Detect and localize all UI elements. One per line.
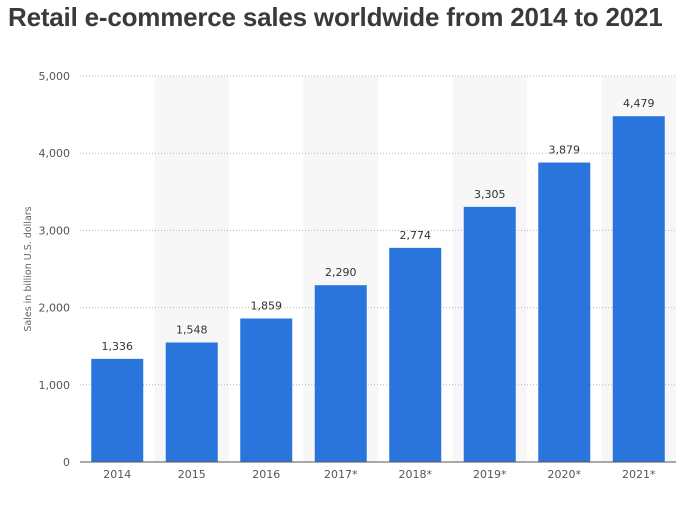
x-tick-label: 2020* bbox=[548, 468, 582, 481]
y-tick-label: 5,000 bbox=[39, 70, 71, 83]
bar bbox=[463, 206, 516, 462]
bar bbox=[314, 285, 367, 462]
bar bbox=[389, 247, 442, 462]
value-label: 1,859 bbox=[251, 299, 283, 312]
value-label: 1,336 bbox=[102, 340, 134, 353]
x-tick-label: 2016 bbox=[252, 468, 280, 481]
x-tick-label: 2015 bbox=[178, 468, 206, 481]
value-label: 3,879 bbox=[549, 144, 581, 157]
x-tick-label: 2021* bbox=[622, 468, 656, 481]
bars bbox=[91, 116, 665, 463]
value-label: 3,305 bbox=[474, 188, 506, 201]
bar bbox=[612, 116, 665, 463]
y-tick-label: 0 bbox=[63, 456, 70, 469]
x-axis-ticks: 2014 2015 2016 2017* 2018* 2019* 2020* 2021* bbox=[103, 468, 656, 481]
bar bbox=[91, 358, 144, 462]
x-tick-label: 2014 bbox=[103, 468, 131, 481]
y-axis-label: Sales in billion U.S. dollars bbox=[23, 206, 34, 331]
x-tick-label: 2017* bbox=[324, 468, 358, 481]
y-tick-label: 2,000 bbox=[39, 302, 71, 315]
value-label: 1,548 bbox=[176, 323, 208, 336]
value-label: 4,479 bbox=[623, 97, 655, 110]
y-tick-label: 1,000 bbox=[39, 379, 71, 392]
value-label: 2,774 bbox=[400, 229, 432, 242]
value-labels: 1,336 1,548 1,859 2,290 2,774 3,305 3,879 4,479 bbox=[102, 97, 655, 353]
bar bbox=[538, 162, 591, 462]
bar bbox=[165, 342, 218, 462]
x-tick-label: 2018* bbox=[399, 468, 433, 481]
y-axis-ticks: 0 1,000 2,000 3,000 4,000 5,000 bbox=[39, 70, 71, 469]
value-label: 2,290 bbox=[325, 266, 357, 279]
bar bbox=[240, 318, 293, 462]
x-tick-label: 2019* bbox=[473, 468, 507, 481]
y-tick-label: 3,000 bbox=[39, 224, 71, 237]
chart-title: Retail e-commerce sales worldwide from 2… bbox=[8, 2, 663, 32]
y-tick-label: 4,000 bbox=[39, 147, 71, 160]
